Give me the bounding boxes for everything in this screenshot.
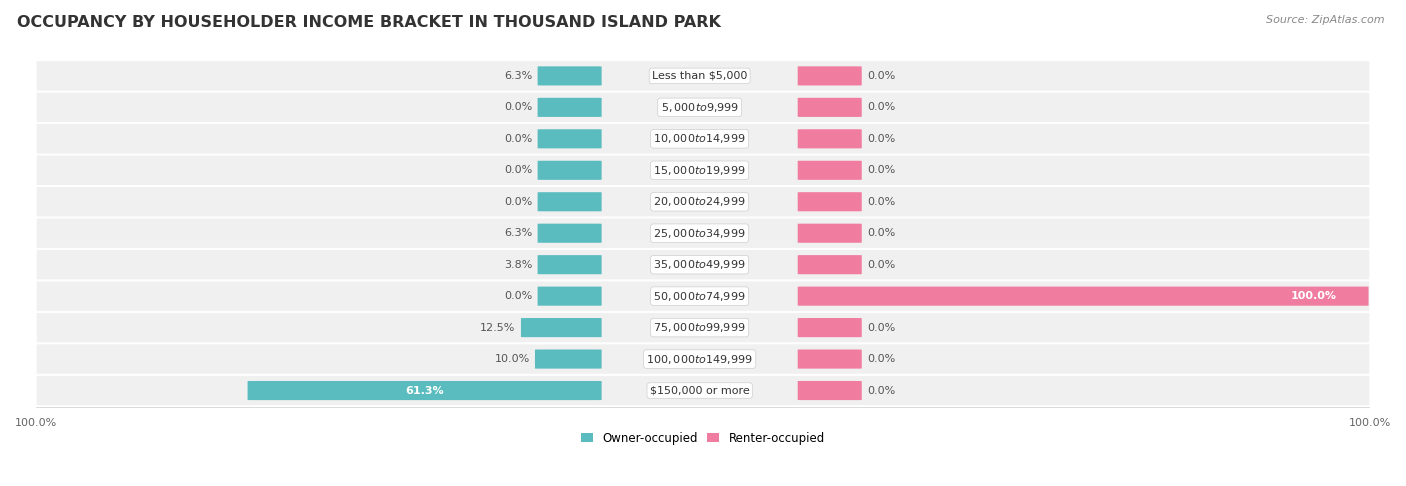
Text: 0.0%: 0.0%	[503, 165, 533, 175]
FancyBboxPatch shape	[37, 155, 1369, 186]
Text: $50,000 to $74,999: $50,000 to $74,999	[654, 290, 747, 303]
Text: 0.0%: 0.0%	[868, 165, 896, 175]
Text: 0.0%: 0.0%	[868, 228, 896, 238]
Text: 0.0%: 0.0%	[503, 134, 533, 144]
Text: $35,000 to $49,999: $35,000 to $49,999	[654, 258, 747, 271]
Legend: Owner-occupied, Renter-occupied: Owner-occupied, Renter-occupied	[576, 427, 830, 450]
FancyBboxPatch shape	[797, 349, 862, 369]
FancyBboxPatch shape	[37, 61, 1369, 91]
Text: $15,000 to $19,999: $15,000 to $19,999	[654, 164, 747, 177]
Text: 0.0%: 0.0%	[503, 197, 533, 207]
FancyBboxPatch shape	[797, 318, 862, 337]
FancyBboxPatch shape	[797, 129, 862, 148]
Text: 3.8%: 3.8%	[503, 260, 533, 270]
FancyBboxPatch shape	[522, 318, 602, 337]
Text: OCCUPANCY BY HOUSEHOLDER INCOME BRACKET IN THOUSAND ISLAND PARK: OCCUPANCY BY HOUSEHOLDER INCOME BRACKET …	[17, 15, 721, 30]
FancyBboxPatch shape	[37, 92, 1369, 122]
Text: $25,000 to $34,999: $25,000 to $34,999	[654, 226, 747, 240]
FancyBboxPatch shape	[797, 98, 862, 117]
Text: 0.0%: 0.0%	[868, 323, 896, 332]
FancyBboxPatch shape	[37, 344, 1369, 374]
FancyBboxPatch shape	[537, 67, 602, 86]
FancyBboxPatch shape	[537, 129, 602, 148]
FancyBboxPatch shape	[537, 287, 602, 306]
Text: 0.0%: 0.0%	[868, 385, 896, 396]
Text: 0.0%: 0.0%	[868, 134, 896, 144]
FancyBboxPatch shape	[797, 255, 862, 274]
FancyBboxPatch shape	[37, 123, 1369, 154]
Text: $20,000 to $24,999: $20,000 to $24,999	[654, 195, 747, 208]
Text: $5,000 to $9,999: $5,000 to $9,999	[661, 101, 738, 114]
Text: 0.0%: 0.0%	[868, 260, 896, 270]
Text: 10.0%: 10.0%	[495, 354, 530, 364]
Text: $150,000 or more: $150,000 or more	[650, 385, 749, 396]
Text: $75,000 to $99,999: $75,000 to $99,999	[654, 321, 747, 334]
FancyBboxPatch shape	[797, 67, 862, 86]
Text: 0.0%: 0.0%	[868, 71, 896, 81]
Text: 6.3%: 6.3%	[503, 71, 533, 81]
FancyBboxPatch shape	[37, 281, 1369, 312]
FancyBboxPatch shape	[537, 98, 602, 117]
Text: 6.3%: 6.3%	[503, 228, 533, 238]
Text: 0.0%: 0.0%	[503, 103, 533, 112]
FancyBboxPatch shape	[37, 375, 1369, 406]
FancyBboxPatch shape	[537, 255, 602, 274]
Text: 0.0%: 0.0%	[868, 103, 896, 112]
Text: 0.0%: 0.0%	[868, 354, 896, 364]
Text: 61.3%: 61.3%	[405, 385, 444, 396]
FancyBboxPatch shape	[537, 192, 602, 211]
Text: Less than $5,000: Less than $5,000	[652, 71, 748, 81]
FancyBboxPatch shape	[37, 187, 1369, 217]
Text: $100,000 to $149,999: $100,000 to $149,999	[647, 352, 754, 365]
FancyBboxPatch shape	[37, 312, 1369, 343]
Text: 100.0%: 100.0%	[1291, 291, 1337, 301]
FancyBboxPatch shape	[537, 224, 602, 243]
FancyBboxPatch shape	[797, 192, 862, 211]
Text: $10,000 to $14,999: $10,000 to $14,999	[654, 132, 747, 145]
Text: 0.0%: 0.0%	[503, 291, 533, 301]
FancyBboxPatch shape	[797, 224, 862, 243]
FancyBboxPatch shape	[247, 381, 602, 400]
FancyBboxPatch shape	[537, 161, 602, 180]
FancyBboxPatch shape	[37, 218, 1369, 248]
FancyBboxPatch shape	[534, 349, 602, 369]
FancyBboxPatch shape	[797, 287, 1368, 306]
Text: 12.5%: 12.5%	[481, 323, 516, 332]
FancyBboxPatch shape	[37, 249, 1369, 280]
FancyBboxPatch shape	[797, 381, 862, 400]
FancyBboxPatch shape	[797, 161, 862, 180]
Text: Source: ZipAtlas.com: Source: ZipAtlas.com	[1267, 15, 1385, 25]
Text: 0.0%: 0.0%	[868, 197, 896, 207]
